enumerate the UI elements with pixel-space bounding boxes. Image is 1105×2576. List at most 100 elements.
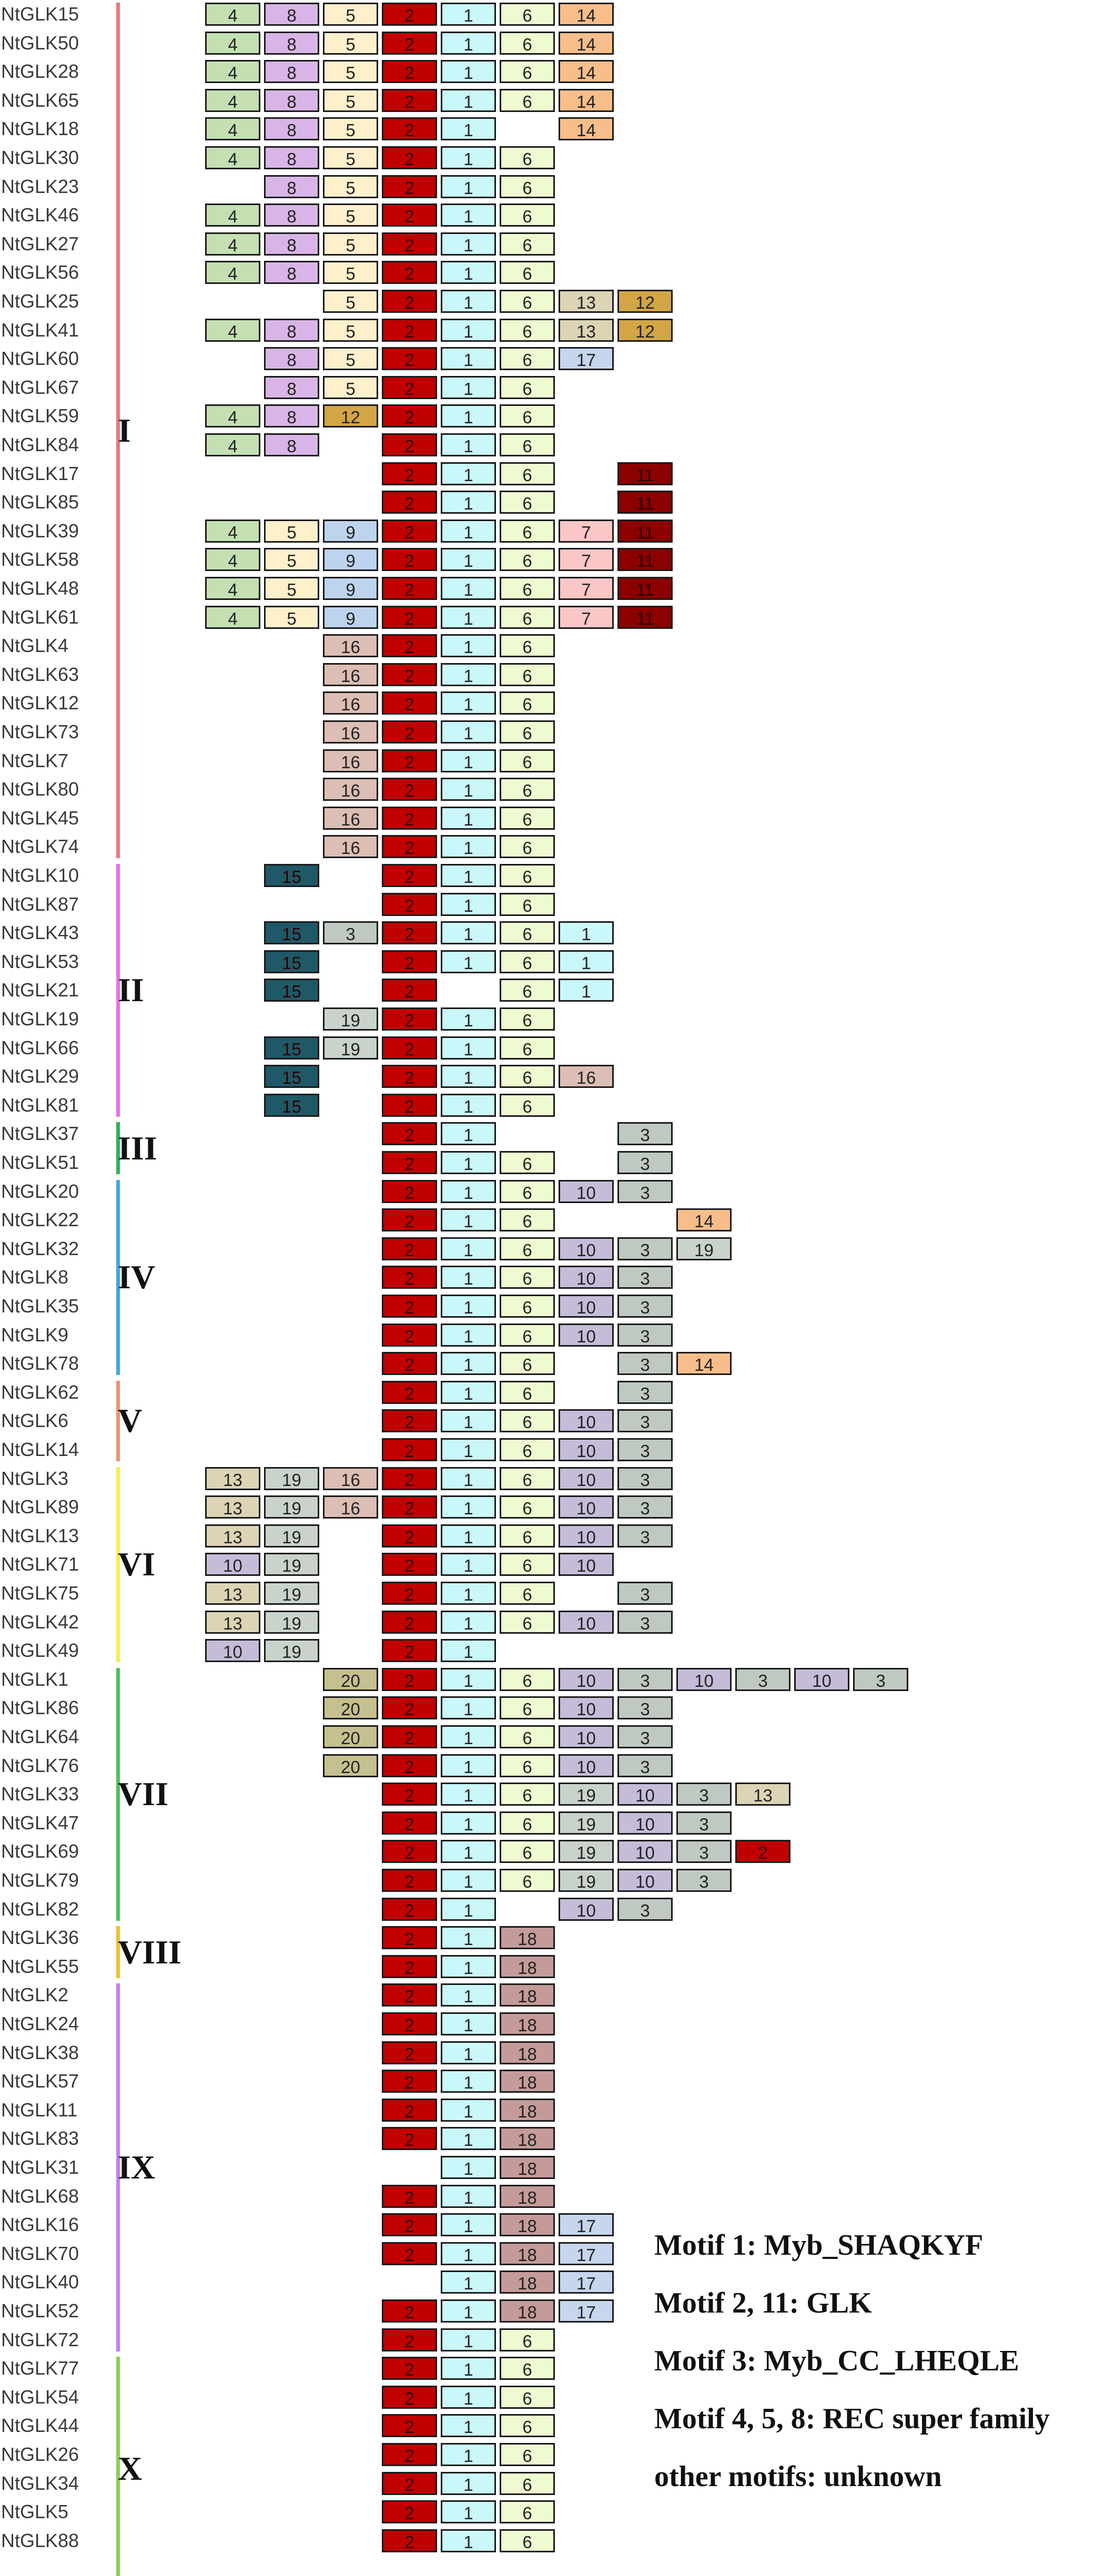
motif-box: 2 [382,2414,437,2438]
motif-box: 2 [382,1954,437,1978]
motif-box: 11 [617,548,673,572]
gene-label: NtGLK61 [1,606,79,628]
motif-box: 15 [264,1065,319,1088]
gene-label: NtGLK2 [1,1984,69,2006]
motif-box: 2 [382,605,437,629]
motif-box: 1 [441,175,496,198]
motif-box: 2 [382,88,437,112]
gene-label: NtGLK35 [1,1295,79,1317]
motif-box: 2 [382,404,437,428]
motif-box: 15 [264,1093,319,1117]
motif-box: 1 [441,261,496,284]
motif-box: 13 [205,1582,260,1605]
motif-box: 2 [382,290,437,313]
motif-box: 2 [382,864,437,887]
motif-box: 3 [676,1783,732,1806]
gene-label: NtGLK13 [1,1524,79,1546]
gene-label: NtGLK60 [1,348,79,370]
motif-box: 2 [382,1007,437,1031]
motif-box: 3 [676,1811,732,1835]
motif-box: 8 [264,31,319,55]
motif-box: 2 [382,60,437,84]
motif-box: 2 [382,691,437,715]
gene-label: NtGLK73 [1,721,79,742]
motif-box: 6 [500,175,555,198]
motif-box: 2 [382,1610,437,1634]
motif-box: 19 [264,1553,319,1576]
motif-box: 4 [205,60,260,84]
motif-box: 3 [617,1696,673,1720]
gene-label: NtGLK6 [1,1410,69,1432]
gene-label: NtGLK77 [1,2357,79,2379]
motif-box: 2 [382,778,437,801]
gene-label: NtGLK68 [1,2185,79,2207]
gene-label: NtGLK20 [1,1180,79,1202]
motif-box: 6 [500,491,555,514]
motif-box: 6 [500,203,555,227]
motif-box: 1 [441,232,496,256]
motif-box: 12 [323,404,378,428]
motif-box: 2 [382,1926,437,1950]
motif-box: 2 [382,2299,437,2323]
gene-label: NtGLK72 [1,2328,79,2350]
motif-box: 2 [382,2443,437,2466]
group-label: III [118,1129,157,1167]
motif-box: 1 [441,290,496,313]
motif-box: 13 [205,1467,260,1490]
motif-box: 1 [441,2070,496,2093]
motif-box: 1 [441,1553,496,1576]
gene-label: NtGLK85 [1,491,79,513]
gene-label: NtGLK59 [1,405,79,427]
motif-box: 4 [205,404,260,428]
motif-box: 2 [382,720,437,744]
motif-box: 6 [500,88,555,112]
motif-box: 1 [441,2012,496,2035]
motif-box: 6 [500,1754,555,1777]
motif-box: 2 [382,1036,437,1060]
motif-box: 6 [500,261,555,284]
motif-box: 12 [617,290,673,313]
gene-label: NtGLK81 [1,1094,79,1116]
gene-label: NtGLK21 [1,979,79,1001]
gene-label: NtGLK16 [1,2214,79,2236]
group-bar [116,1667,120,1921]
gene-label: NtGLK37 [1,1123,79,1145]
gene-label: NtGLK42 [1,1611,79,1633]
gene-label: NtGLK12 [1,692,79,714]
motif-box: 2 [382,1438,437,1461]
motif-box: 1 [441,2443,496,2466]
gene-label: NtGLK33 [1,1783,79,1805]
motif-box: 6 [500,1266,555,1289]
motif-box: 10 [559,1179,614,1203]
legend-line: Motif 1: Myb_SHAQKYF [654,2229,984,2262]
motif-box: 6 [500,864,555,887]
motif-box: 8 [264,146,319,169]
gene-label: NtGLK75 [1,1582,79,1604]
motif-box: 6 [500,1295,555,1318]
motif-box: 2 [382,1869,437,1892]
motif-box: 1 [441,3,496,26]
motif-box: 1 [441,1754,496,1777]
motif-box: 1 [441,462,496,485]
motif-box: 13 [205,1495,260,1519]
motif-box: 2 [382,921,437,945]
motif-box: 6 [500,1553,555,1576]
motif-box: 15 [264,921,319,945]
motif-box: 18 [500,2070,555,2093]
motif-box: 6 [500,778,555,801]
gene-label: NtGLK52 [1,2300,79,2322]
gene-label: NtGLK32 [1,1237,79,1259]
motif-box: 6 [500,1869,555,1892]
motif-box: 2 [382,835,437,859]
motif-box: 1 [441,375,496,399]
motif-box: 18 [500,2213,555,2237]
group-label: II [118,971,144,1009]
motif-box: 10 [617,1869,673,1892]
motif-box: 3 [617,1897,673,1921]
gene-label: NtGLK29 [1,1065,79,1087]
motif-box: 16 [323,1467,378,1490]
gene-label: NtGLK66 [1,1036,79,1058]
motif-box: 4 [205,31,260,55]
motif-box: 3 [617,1610,673,1634]
motif-box: 3 [617,1524,673,1547]
